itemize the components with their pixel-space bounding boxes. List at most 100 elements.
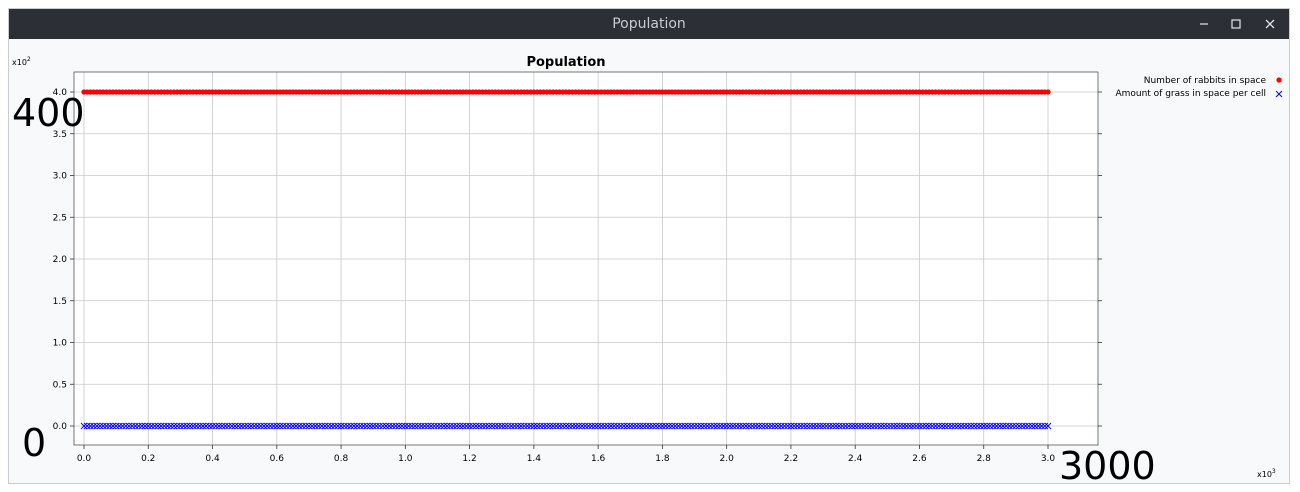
grass-point	[225, 422, 232, 430]
population-chart[interactable]: 0.0 0.2 0.4 0.6 0.8 1.0 1.2 1.4 1.6 1.8 2.0 2.2 2.4 2…	[9, 39, 1290, 484]
close-button[interactable]	[1260, 14, 1280, 34]
grass-point-stroke	[498, 422, 506, 430]
grass-point	[659, 422, 666, 430]
grass-point	[877, 422, 885, 430]
grass-point	[347, 422, 355, 430]
grass-point-stroke	[858, 422, 865, 430]
grass-point-stroke	[659, 422, 666, 430]
grass-point-stroke	[781, 422, 788, 430]
grass-point-stroke	[880, 422, 888, 430]
grass-point	[617, 422, 624, 430]
grass-point	[700, 422, 708, 430]
grass-point	[813, 422, 820, 430]
grass-point-stroke	[929, 422, 936, 430]
grass-point-stroke	[173, 422, 181, 430]
maximize-button[interactable]	[1226, 14, 1246, 34]
grass-point-stroke	[662, 422, 669, 430]
grass-point-stroke	[819, 422, 827, 430]
grass-point-stroke	[321, 422, 329, 430]
grass-point-stroke	[260, 422, 268, 430]
grass-point-stroke	[1025, 422, 1033, 430]
grass-point-stroke	[948, 422, 955, 430]
grass-point-stroke	[514, 422, 522, 430]
grid-lines	[74, 72, 1098, 445]
grass-point	[543, 422, 551, 430]
x-tick-label: 1.2	[462, 454, 476, 464]
grass-point	[344, 422, 351, 430]
legend-label-grass: Amount of grass in space per cell	[1115, 89, 1266, 99]
y-tick-label: 1.5	[53, 297, 67, 307]
chart-title: Population	[526, 55, 605, 70]
grass-point	[430, 422, 438, 430]
grass-point	[408, 422, 416, 430]
grass-point-stroke	[196, 422, 203, 430]
grass-point	[581, 422, 589, 430]
grass-point	[729, 422, 737, 430]
minimize-button[interactable]	[1194, 14, 1214, 34]
grass-point-stroke	[273, 422, 281, 430]
grass-point	[395, 422, 403, 430]
grass-point-stroke	[694, 422, 702, 430]
grass-point-stroke	[360, 422, 367, 430]
grass-point-stroke	[626, 422, 634, 430]
grass-point	[238, 422, 245, 430]
grass-point-stroke	[816, 422, 824, 430]
grass-point-stroke	[922, 422, 930, 430]
grass-point-stroke	[212, 422, 220, 430]
grass-point	[318, 422, 326, 430]
grass-point	[366, 422, 374, 430]
grass-point	[973, 422, 981, 430]
grass-point	[996, 422, 1004, 430]
grass-point-stroke	[161, 422, 168, 430]
series-rabbits	[81, 89, 1051, 95]
grass-point	[231, 422, 239, 430]
grass-point-stroke	[405, 422, 412, 430]
title-bar[interactable]: Population	[9, 9, 1289, 39]
grass-point	[929, 422, 936, 430]
grass-point	[392, 422, 400, 430]
close-icon	[1265, 19, 1275, 29]
grass-point-stroke	[96, 422, 104, 430]
grass-point-stroke	[794, 422, 801, 430]
plot-frame	[73, 71, 1099, 446]
grass-point	[141, 422, 149, 430]
grass-point	[643, 422, 650, 430]
grass-point	[491, 422, 499, 430]
grass-point-stroke	[1041, 422, 1049, 430]
grass-point-stroke	[167, 422, 175, 430]
grass-point-stroke	[797, 422, 804, 430]
grass-point	[469, 422, 477, 430]
grass-point	[916, 422, 923, 430]
grass-point-stroke	[80, 422, 88, 430]
grass-point	[106, 422, 114, 430]
grass-point-stroke	[643, 422, 650, 430]
grass-point	[549, 422, 557, 430]
grass-point	[83, 422, 91, 430]
grass-point-stroke	[437, 422, 444, 430]
grass-point	[739, 422, 747, 430]
grass-point	[848, 422, 856, 430]
grass-point-stroke	[569, 422, 576, 430]
grass-point	[186, 422, 194, 430]
grass-point	[193, 422, 200, 430]
grass-point-stroke	[347, 422, 355, 430]
grass-point-stroke	[250, 422, 258, 430]
grass-point-stroke	[614, 422, 621, 430]
grass-point-stroke	[328, 422, 335, 430]
grass-point-stroke	[308, 422, 316, 430]
grass-point-stroke	[324, 422, 332, 430]
grass-point-stroke	[234, 422, 242, 430]
grass-point-stroke	[925, 422, 933, 430]
grass-point-stroke	[842, 422, 849, 430]
grass-point-stroke	[177, 422, 184, 430]
x-tick-label: 2.4	[848, 454, 863, 464]
grass-point-stroke	[688, 422, 695, 430]
grass-point-stroke	[752, 422, 759, 430]
grass-point-stroke	[479, 422, 486, 430]
grass-point-stroke	[845, 422, 853, 430]
grass-point	[948, 422, 955, 430]
grass-point-stroke	[681, 422, 689, 430]
grass-point-stroke	[678, 422, 685, 430]
grass-point-stroke	[973, 422, 981, 430]
grass-point-stroke	[835, 422, 843, 430]
